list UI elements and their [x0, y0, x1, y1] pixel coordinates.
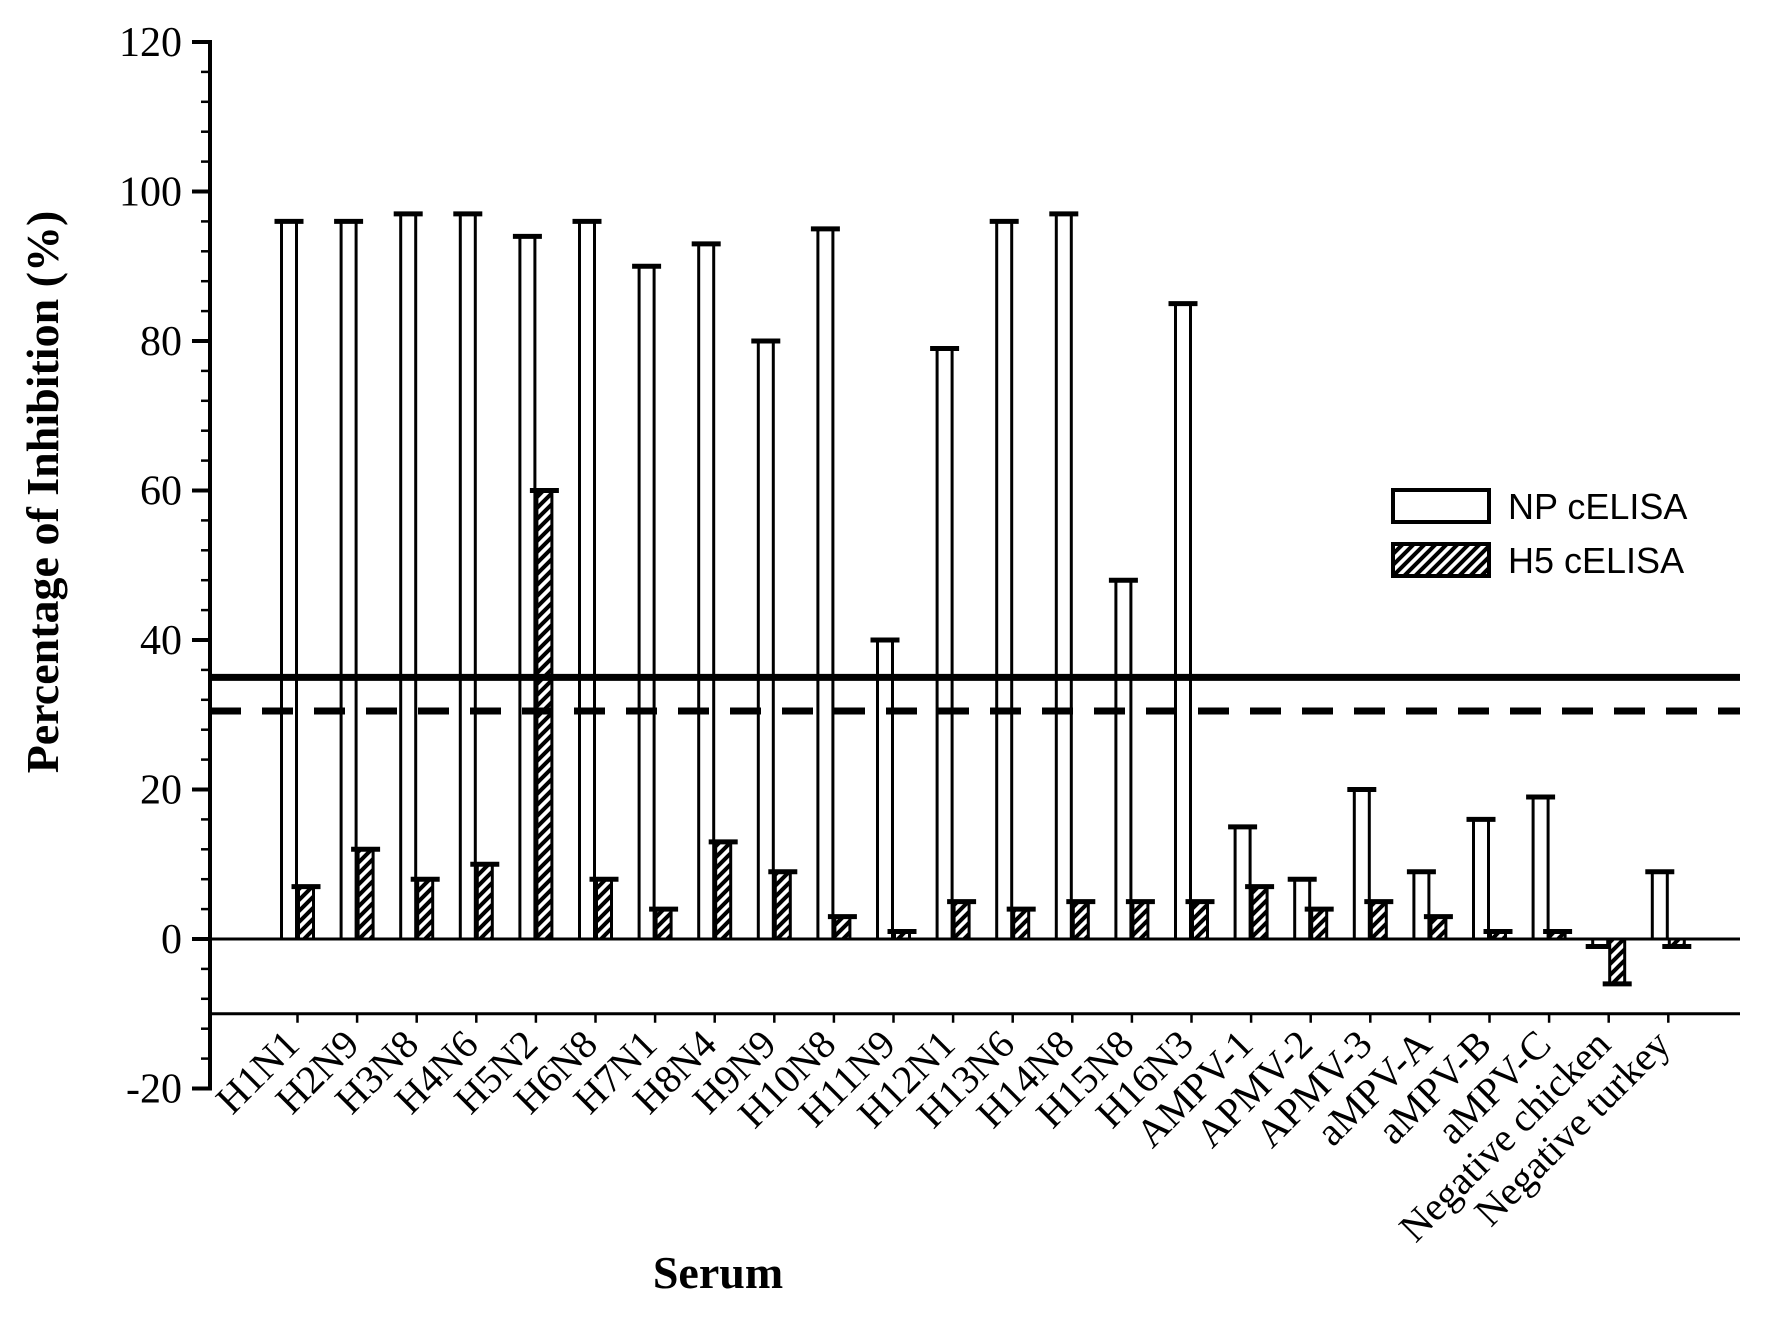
bar-h5-aMPV-A — [1429, 915, 1448, 941]
bar-h5-H12N1 — [952, 900, 971, 941]
bar-h5-H4N6 — [475, 862, 494, 941]
bar-np-H8N4 — [697, 242, 716, 941]
bar-h5-H13N6 — [1012, 907, 1031, 941]
y-tick-label-80: 80 — [140, 319, 182, 365]
y-tick-label--20: -20 — [126, 1067, 182, 1113]
bar-h5-H8N4 — [714, 840, 733, 941]
y-tick-label-20: 20 — [140, 768, 182, 814]
legend-swatch-h5 — [1391, 542, 1491, 578]
legend: NP cELISA H5 cELISA — [1391, 486, 1687, 581]
bar-np-H11N9 — [876, 638, 894, 941]
bar-h5-APMV-2 — [1310, 907, 1329, 941]
y-tick-label-0: 0 — [161, 917, 182, 963]
bar-np-H4N6 — [458, 212, 477, 941]
bar-h5-APMV-3 — [1369, 900, 1388, 941]
bar-np-H12N1 — [935, 346, 954, 941]
bar-h5-Negative chicken — [1608, 937, 1627, 986]
reference-lines-layer — [210, 673, 1740, 1016]
bar-np-Negative turkey — [1650, 870, 1669, 941]
bar-np-aMPV-A — [1412, 870, 1431, 941]
bar-h5-H5N2 — [535, 489, 554, 941]
y-axis-title: Percentage of Inhibition (%) — [17, 211, 68, 774]
y-tick-label-60: 60 — [140, 469, 182, 515]
legend-swatch-np — [1391, 488, 1491, 524]
bar-np-H3N8 — [399, 212, 418, 941]
bar-np-aMPV-B — [1472, 817, 1490, 941]
x-axis-title: Serum — [653, 1247, 783, 1298]
bar-np-H13N6 — [995, 219, 1014, 941]
bar-h5-H2N9 — [356, 847, 375, 941]
bar-h5-H15N8 — [1131, 900, 1150, 941]
bar-h5-AMPV-1 — [1250, 885, 1269, 941]
bar-np-H1N1 — [280, 219, 298, 941]
bar-np-H15N8 — [1114, 578, 1133, 941]
y-tick-label-40: 40 — [140, 618, 182, 664]
bar-np-H16N3 — [1174, 302, 1192, 941]
bar-h5-H14N8 — [1071, 900, 1090, 941]
bar-np-H6N8 — [578, 219, 596, 941]
bar-np-H10N8 — [816, 227, 835, 941]
bar-h5-H16N3 — [1191, 900, 1209, 941]
bars-layer — [274, 211, 1692, 987]
y-tick-label-120: 120 — [119, 20, 182, 66]
legend-label-np: NP cELISA — [1508, 486, 1687, 527]
legend-label-h5: H5 cELISA — [1508, 540, 1684, 581]
y-tick-label-100: 100 — [119, 170, 182, 216]
bar-np-H2N9 — [339, 219, 358, 941]
bar-h5-H6N8 — [595, 877, 613, 941]
bar-np-H14N8 — [1054, 212, 1073, 941]
bar-np-H5N2 — [518, 234, 537, 941]
bar-h5-H7N1 — [654, 907, 673, 941]
bar-np-AMPV-1 — [1233, 825, 1252, 941]
bar-np-aMPV-C — [1531, 795, 1550, 941]
bar-h5-H1N1 — [297, 885, 315, 941]
bar-np-APMV-3 — [1352, 788, 1371, 941]
bar-h5-H3N8 — [416, 877, 435, 941]
bar-np-H7N1 — [637, 264, 656, 941]
bar-np-H9N9 — [756, 339, 775, 941]
bar-h5-H10N8 — [833, 915, 852, 941]
bar-h5-H9N9 — [773, 870, 792, 941]
